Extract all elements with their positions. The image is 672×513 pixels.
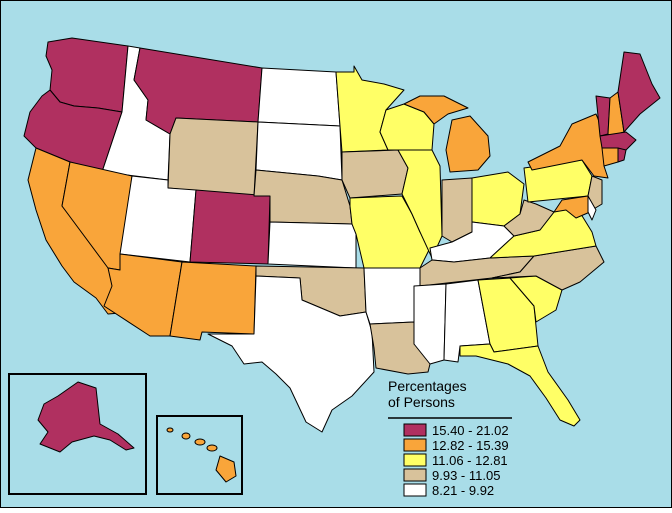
state-utah — [119, 175, 197, 263]
state-colorado — [189, 189, 271, 265]
state-alaska — [37, 381, 135, 453]
state-indiana — [441, 177, 473, 243]
state-michigan — [445, 115, 491, 173]
state-hawaii — [166, 427, 237, 483]
state-illinois — [397, 149, 443, 259]
state-north-dakota — [257, 67, 341, 127]
state-arkansas — [363, 267, 421, 325]
legend-label-0: 15.40 - 21.02 — [432, 423, 509, 438]
legend-swatch-1 — [403, 438, 427, 452]
legend-swatch-0 — [403, 423, 427, 437]
state-minnesota — [335, 65, 405, 153]
legend-title-line1: Percentages — [388, 378, 467, 394]
state-wyoming — [167, 117, 259, 197]
legend-label-1: 12.82 - 15.39 — [432, 438, 509, 453]
legend-title-line2: of Persons — [388, 394, 455, 410]
state-west-virginia — [503, 199, 555, 237]
legend-swatch-3 — [403, 468, 427, 482]
legend: Percentages of Persons 15.40 - 21.0212.8… — [388, 378, 512, 498]
state-rhode-island — [617, 147, 627, 163]
legend-label-4: 8.21 - 9.92 — [432, 483, 494, 498]
legend-swatch-2 — [403, 453, 427, 467]
state-florida — [459, 343, 581, 427]
state-massachusetts — [599, 131, 637, 151]
state-new-mexico — [169, 261, 257, 341]
state-north-carolina — [491, 245, 605, 291]
legend-label-3: 9.93 - 11.05 — [432, 468, 500, 483]
state-iowa — [341, 149, 409, 199]
state-delaware — [587, 195, 597, 221]
legend-label-2: 11.06 - 12.81 — [432, 453, 508, 468]
state-kansas — [267, 221, 357, 269]
state-michigan-upper — [403, 95, 469, 125]
legend-swatch-4 — [403, 483, 427, 497]
state-maine — [617, 51, 661, 133]
state-texas — [207, 275, 375, 433]
